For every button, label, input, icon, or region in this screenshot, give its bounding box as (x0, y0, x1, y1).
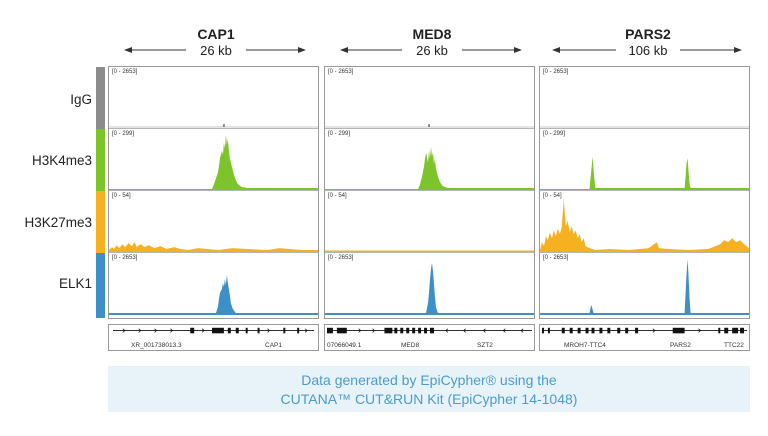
gene-structure (112, 327, 315, 334)
gene-size-cap1: 26 kb (200, 43, 232, 58)
gene-label: SZT2 (477, 342, 493, 349)
gene-label: 07066049.1 (327, 342, 362, 349)
track-h3k4me3: [0 - 299] (109, 129, 318, 191)
gene-label: MROH7-TTC4 (564, 342, 606, 349)
gene-annotation-pars2: MROH7-TTC4 PARS2 TTC22 (539, 324, 750, 351)
track-h3k27me3: [0 - 54] (109, 191, 318, 253)
gene-title-pars2: PARS2 (625, 26, 671, 42)
gene-label: MED8 (401, 342, 420, 349)
track-panel-med8: [0 - 2653] [0 - 299] [0 - 54] [0 - 2653] (324, 66, 535, 319)
elk1-signal (325, 263, 534, 315)
gene-label: PARS2 (670, 342, 691, 349)
track-scale: [0 - 299] (543, 131, 566, 137)
igg-signal (540, 126, 749, 128)
track-scale: [0 - 2653] (543, 69, 569, 75)
track-igg: [0 - 2653] (540, 67, 749, 129)
gene-structure (541, 327, 748, 334)
gene-annotation-cap1: XR_001738013.3 CAP1 (108, 324, 319, 351)
row-color-bar-elk1 (96, 253, 105, 318)
gene-annotation-med8: 07066049.1 MED8 SZT2 (324, 324, 535, 351)
gene-title-med8: MED8 (412, 26, 452, 42)
h3k27me3-signal (540, 198, 749, 252)
h3k4me3-signal (109, 134, 318, 190)
span-arrow-med8 (340, 47, 522, 53)
track-scale: [0 - 2653] (328, 255, 354, 261)
track-h3k4me3: [0 - 299] (325, 129, 534, 191)
track-elk1: [0 - 2653] (325, 253, 534, 320)
gene-label: TTC22 (724, 342, 744, 349)
track-panel-cap1: [0 - 2653] [0 - 299] [0 - 54] [0 - 2653] (108, 66, 319, 319)
track-scale: [0 - 299] (328, 131, 351, 137)
row-label-h3k27me3: H3K27me3 (24, 215, 92, 230)
elk1-signal (109, 275, 318, 315)
h3k27me3-signal (325, 250, 534, 252)
row-label-h3k4me3: H3K4me3 (31, 153, 92, 168)
span-arrow-cap1 (124, 47, 306, 53)
row-color-bar-h3k4me3 (96, 129, 105, 191)
track-igg: [0 - 2653] (109, 67, 318, 129)
track-scale: [0 - 2653] (328, 69, 354, 75)
track-panel-pars2: [0 - 2653] [0 - 299] [0 - 54] [0 - 2653] (539, 66, 750, 319)
track-igg: [0 - 2653] (325, 67, 534, 129)
track-elk1: [0 - 2653] (109, 253, 318, 320)
credit-line-2: CUTANA™ CUT&RUN Kit (EpiCypher 14-1048) (280, 391, 578, 407)
row-label-igg: IgG (70, 92, 92, 107)
track-h3k27me3: [0 - 54] (540, 191, 749, 253)
credit-line-1: Data generated by EpiCypher® using the (301, 372, 557, 388)
track-h3k4me3: [0 - 299] (540, 129, 749, 191)
h3k4me3-signal (325, 146, 534, 190)
track-elk1: [0 - 2653] (540, 253, 749, 320)
track-scale: [0 - 54] (328, 193, 347, 199)
gene-structure (326, 327, 533, 334)
data-credit-banner: Data generated by EpiCypher® using the C… (108, 366, 750, 412)
igg-signal (109, 124, 318, 128)
track-scale: [0 - 54] (112, 193, 131, 199)
row-label-elk1: ELK1 (58, 276, 92, 291)
track-h3k27me3: [0 - 54] (325, 191, 534, 253)
gene-size-pars2: 106 kb (628, 43, 668, 58)
elk1-signal (540, 259, 749, 315)
igg-signal (325, 124, 534, 128)
row-color-bar-igg (96, 67, 105, 129)
row-color-bar-h3k27me3 (96, 191, 105, 253)
track-scale: [0 - 299] (112, 131, 135, 137)
gene-label: CAP1 (265, 342, 282, 349)
track-scale: [0 - 54] (543, 193, 562, 199)
span-arrow-pars2 (552, 47, 742, 53)
track-scale: [0 - 2653] (112, 69, 138, 75)
track-scale: [0 - 2653] (543, 255, 569, 261)
track-scale: [0 - 2653] (112, 255, 138, 261)
h3k27me3-signal (109, 242, 318, 252)
h3k4me3-signal (540, 156, 749, 190)
gene-size-med8: 26 kb (416, 43, 448, 58)
gene-label: XR_001738013.3 (131, 342, 182, 349)
gene-title-cap1: CAP1 (197, 26, 235, 42)
